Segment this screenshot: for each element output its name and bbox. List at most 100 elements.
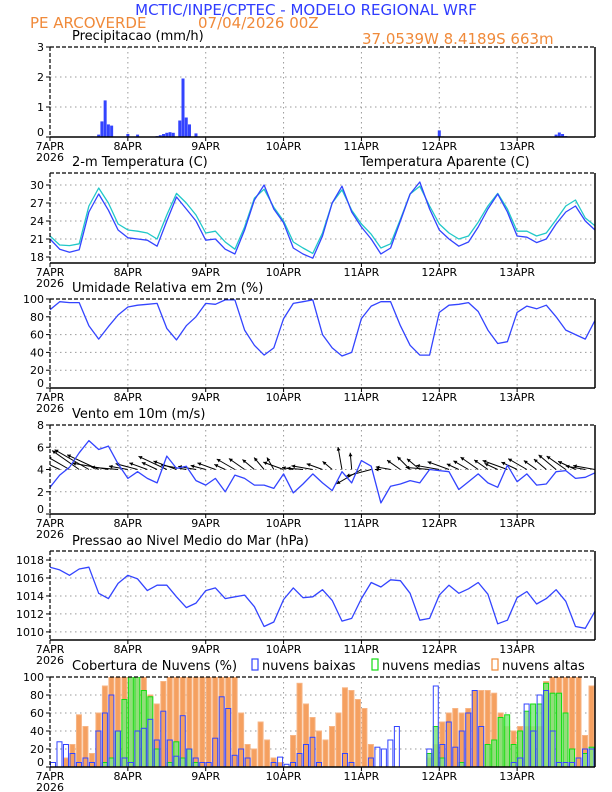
cloud-low-bar [244,757,251,767]
wind-arrowhead [52,450,57,455]
precip-bar [184,117,188,137]
precip-bar [554,134,558,137]
series-line-0 [50,439,595,504]
wind-arrowhead [214,464,219,468]
plot-area [50,181,595,259]
wind-vector [460,456,479,470]
panel-3 [46,424,596,518]
wind-vector [50,464,60,470]
cloud-low-bar [205,762,212,767]
wind-arrowhead [216,459,221,463]
cloud-high-bar [296,682,303,767]
cloud-low-bar [62,744,69,767]
wind-arrowhead [427,461,432,465]
cloud-low-bar [556,762,563,767]
cloud-mid-bar [179,757,186,767]
y-tick-label: 2 [37,71,44,84]
y-tick-label: 60 [30,707,44,720]
cloud-low-bar [108,694,115,767]
cloud-high-bar [445,712,452,767]
wind-arrowhead [558,461,563,465]
wind-arrowhead [405,465,410,470]
y-tick-label: 100 [23,293,44,306]
cloud-high-bar [218,677,225,767]
y-tick-label: 6 [37,441,44,454]
cloud-low-bar [380,748,387,767]
y-tick-label: 1018 [16,554,44,567]
x-tick-label: 7APR [36,517,65,530]
x-year-label: 2026 [36,402,64,415]
cloud-low-bar [387,739,394,767]
cloud-mid-bar [530,703,537,767]
x-tick-label: 13APR [499,391,535,404]
wind-arrowhead [453,460,458,465]
panel-title: Cobertura de Nuvens (%) [72,659,237,674]
cloud-low-bar [510,762,517,767]
cloud-low-bar [290,762,297,767]
x-tick-label: 9APR [191,770,220,783]
cloud-low-bar [303,744,310,767]
cloud-low-bar [192,757,199,767]
y-tick-label: 40 [30,725,44,738]
y-tick-label: 24 [30,215,44,228]
cloud-low-bar [569,762,576,767]
y-tick-label: 3 [37,41,44,54]
x-year-label: 2026 [36,528,64,541]
x-year-label: 2026 [36,277,64,290]
y-tick-label: 0 [37,126,44,139]
precip-bar [136,134,140,137]
wind-arrowhead [254,457,258,462]
x-tick-label: 9APR [191,140,220,153]
y-tick-label: 40 [30,346,44,359]
x-tick-label: 11APR [344,391,380,404]
wind-arrowhead [291,464,296,469]
cloud-low-bar [543,690,550,767]
cloud-high-bar [354,699,361,767]
cloud-low-bar [316,762,322,767]
panel-0 [46,46,596,141]
x-year-label: 2026 [36,781,64,792]
panels: 0 1 2 3 Precipitacao (mm/h) 7APR 8APR 9APR 10APR… [16,29,596,792]
cloud-low-bar [199,762,206,767]
x-tick-label: 9APR [191,517,220,530]
cloud-high-bar [484,690,491,767]
x-tick-label: 10APR [266,391,302,404]
legend-swatch [371,658,379,671]
x-tick-label: 7APR [36,140,65,153]
cloud-mid-bar [562,712,569,767]
wind-arrowhead [406,458,411,463]
cloud-high-bar [348,690,355,767]
cloud-low-bar [114,730,121,767]
cloud-mid-bar [536,703,543,767]
precip-bar [178,120,182,137]
wind-arrowhead [374,467,379,472]
wind-vector [546,455,567,470]
precip-bar [110,125,114,137]
cloud-mid-bar [569,748,576,767]
cloud-low-bar [127,762,134,767]
precip-bar [181,78,185,137]
x-tick-label: 8APR [113,266,142,279]
cloud-high-bar [471,690,478,767]
wind-arrowhead [482,459,487,464]
x-tick-label: 13APR [499,517,535,530]
y-tick-label: 1 [37,101,44,114]
cloud-high-bar [452,708,459,767]
y-tick-label: 60 [30,329,44,342]
cloud-low-bar [393,726,400,767]
cloud-low-bar [173,755,180,767]
cloud-high-bar [101,685,108,767]
station-name: PE ARCOVERDE [30,14,146,32]
cloud-high-bar [199,677,206,767]
wind-arrowhead [138,456,143,460]
cloud-high-bar [588,685,595,767]
wind-arrowhead [322,461,327,466]
legend-swatch [491,658,499,671]
cloud-high-bar [303,703,310,767]
station-coords: 37.0539W 8.4189S 663m [362,30,554,48]
x-tick-label: 11APR [344,140,380,153]
cloud-high-bar [341,687,348,767]
series-line-0 [50,566,595,629]
cloud-mid-bar [114,730,121,767]
